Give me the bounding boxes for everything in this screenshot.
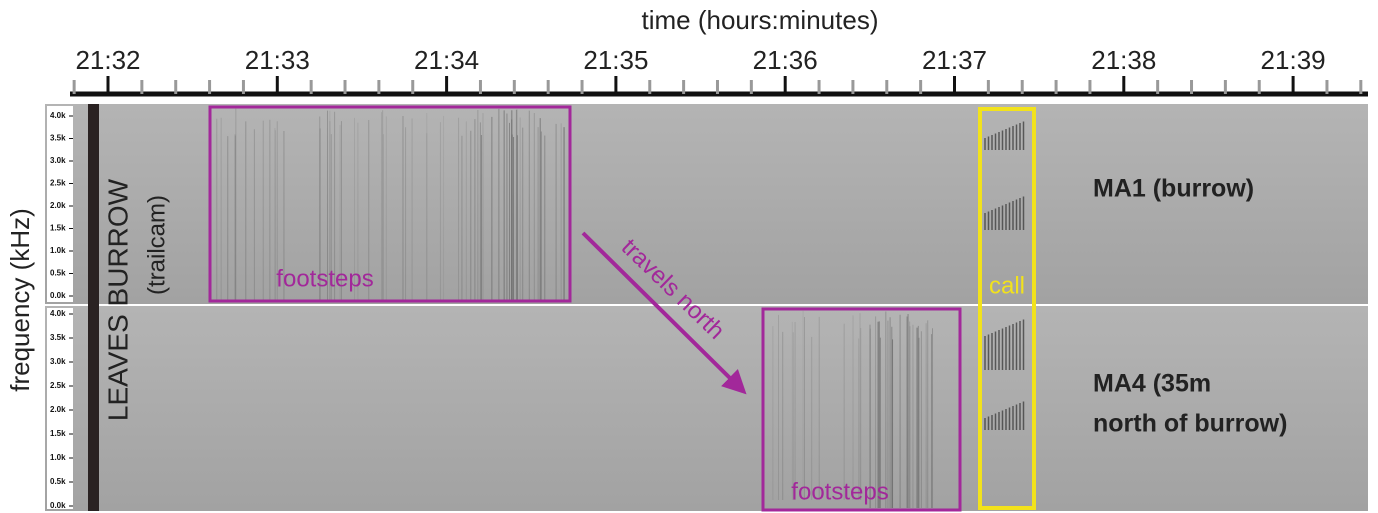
time-tick-label: 21:38 [1091,45,1156,75]
time-axis-title: time (hours:minutes) [642,5,879,35]
time-tick-label: 21:39 [1261,45,1326,75]
frequency-tick-label: 1.0k [50,453,66,462]
frequency-tick-label: 2.0k [50,405,66,414]
frequency-tick-label: 0.5k [50,477,66,486]
frequency-tick-label: 2.5k [50,179,66,188]
frequency-tick-label: 1.5k [50,224,66,233]
time-tick-label: 21:32 [75,45,140,75]
event-label: LEAVES BURROW [102,178,133,421]
frequency-tick-label: 0.0k [50,501,66,510]
time-tick-label: 21:34 [414,45,479,75]
call-label: call [989,272,1025,299]
time-tick-label: 21:36 [753,45,818,75]
frequency-axis-title: frequency (kHz) [5,208,35,392]
panel-label: north of burrow) [1093,410,1287,438]
frequency-tick-label: 2.0k [50,201,66,210]
frequency-tick-label: 1.0k [50,246,66,255]
frequency-tick-label: 2.5k [50,381,66,390]
frequency-tick-label: 4.0k [50,111,66,120]
event-bar [88,104,99,511]
footsteps-label: footsteps [791,478,888,505]
spectrogram-top [45,104,1368,304]
time-tick-label: 21:33 [245,45,310,75]
frequency-tick-label: 0.5k [50,269,66,278]
frequency-tick-label: 3.5k [50,134,66,143]
footsteps-label: footsteps [276,265,373,292]
figure: time (hours:minutes) frequency (kHz) LEA… [0,0,1378,513]
frequency-tick-label: 3.0k [50,357,66,366]
panel-label: MA4 (35m [1093,370,1211,398]
frequency-tick-label: 0.0k [50,291,66,300]
frequency-tick-label: 1.5k [50,429,66,438]
time-tick-label: 21:35 [583,45,648,75]
panel-label: MA1 (burrow) [1093,175,1254,203]
time-tick-label: 21:37 [922,45,987,75]
frequency-tick-label: 3.0k [50,156,66,165]
frequency-tick-label: 4.0k [50,309,66,318]
frequency-tick-label: 3.5k [50,333,66,342]
event-sublabel: (trailcam) [143,195,170,295]
